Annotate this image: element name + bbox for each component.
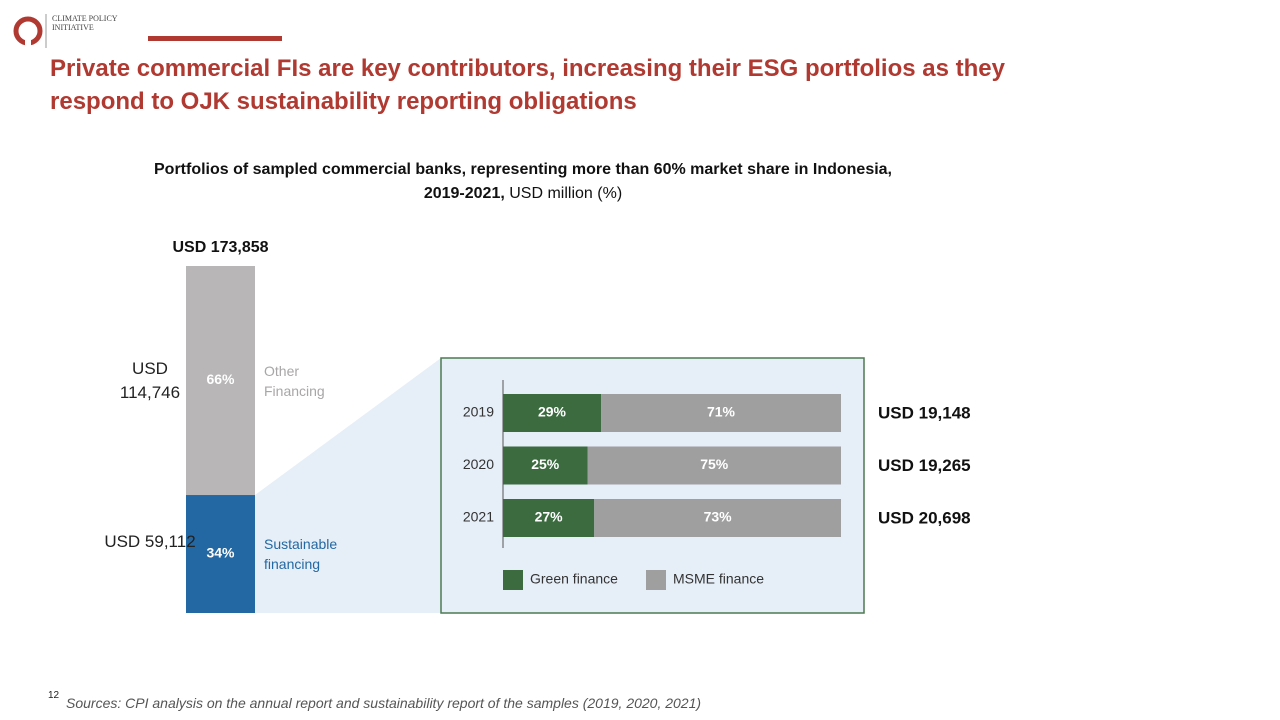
series-label: Sustainable financing [264, 536, 338, 572]
bar-segment [186, 266, 255, 496]
value-label: 73% [704, 509, 733, 525]
title-line: respond to OJK sustainability reporting … [50, 88, 637, 115]
subtitle: Portfolios of sampled commercial banks, … [23, 158, 1023, 206]
total-label: USD 19,265 [878, 456, 971, 475]
value-label: 66% [206, 371, 235, 387]
series-label: Other Financing [264, 362, 325, 399]
page-number: 12 [48, 690, 60, 701]
y-tick-label: 2021 [463, 509, 494, 525]
subtitle-bold: 2019-2021, [423, 185, 505, 202]
bar-segment [587, 446, 841, 485]
value-label: 34% [206, 545, 235, 561]
accent-bar [148, 36, 282, 41]
subtitle-rest: USD million (%) [509, 185, 623, 202]
value-label: 71% [707, 404, 736, 420]
bar-segment [186, 495, 255, 613]
title-line: Private commercial FIs are key contribut… [50, 55, 1005, 82]
zoom-wedge [255, 358, 441, 613]
logo-text: CLIMATE POLICY INITIATIVE [52, 14, 118, 32]
bar-segment [503, 499, 595, 537]
logo-icon [25, 31, 31, 47]
legend-swatch [646, 570, 666, 590]
y-tick-label: 2020 [463, 456, 494, 472]
value-label: 25% [531, 456, 560, 472]
total-label: USD 19,148 [878, 403, 971, 422]
bar-segment [594, 499, 841, 537]
value-label: 29% [538, 404, 567, 420]
value-label: 75% [700, 456, 729, 472]
bar-segment [601, 394, 841, 432]
bar-segment [503, 394, 602, 432]
sources: Sources: CPI analysis on the annual repo… [66, 695, 702, 711]
amount-label: USD 59,112 [104, 532, 196, 551]
y-tick-label: 2019 [463, 404, 494, 420]
title: Private commercial FIs are key contribut… [50, 52, 1005, 118]
legend-swatch [503, 570, 523, 590]
legend-label: MSME finance [673, 571, 764, 587]
total-label: USD 20,698 [878, 508, 971, 527]
bar-segment [503, 446, 588, 485]
legend-label: Green finance [530, 571, 618, 587]
subtitle-line: Portfolios of sampled commercial banks, … [154, 161, 892, 178]
total-label: USD 173,858 [172, 239, 268, 256]
value-label: 27% [535, 509, 564, 525]
subtitle-line: 2019-2021, USD million (%) [23, 182, 1023, 206]
amount-label: USD 114,746 [119, 358, 181, 402]
